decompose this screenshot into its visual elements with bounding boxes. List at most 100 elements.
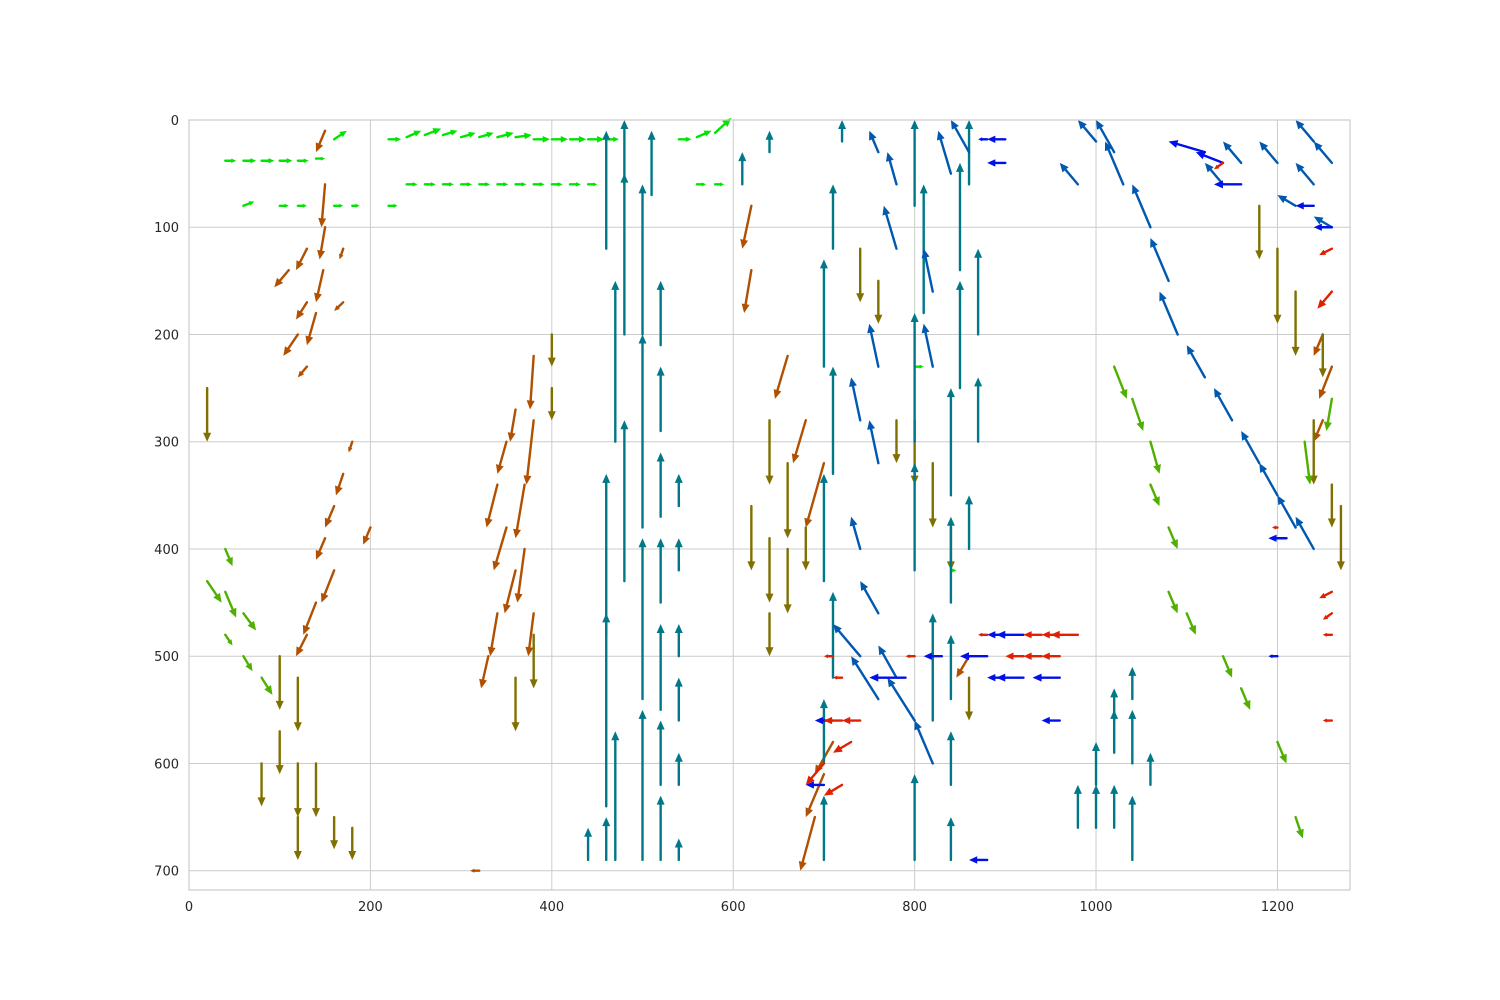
quiver-arrow (387, 136, 402, 142)
quiver-arrow (1295, 162, 1315, 186)
quiver-arrow (1168, 140, 1207, 154)
x-tick-label: 200 (358, 900, 383, 915)
x-tick-label: 400 (539, 900, 564, 915)
quiver-arrow (946, 634, 955, 701)
quiver-arrow (224, 547, 233, 567)
quiver-arrow (297, 365, 309, 378)
quiver-arrow (1112, 365, 1128, 399)
quiver-arrow (242, 201, 255, 207)
quiver-arrow (1294, 815, 1304, 839)
quiver-arrow (946, 731, 955, 787)
quiver-arrow (801, 526, 810, 571)
quiver-arrow (293, 815, 302, 860)
quiver-arrow (335, 472, 345, 496)
quiver-arrow (1318, 333, 1327, 378)
quiver-arrow (602, 473, 611, 636)
quiver-arrow (1128, 666, 1137, 701)
quiver-arrow (620, 120, 629, 186)
quiver-arrow (487, 612, 499, 657)
quiver-arrow (656, 452, 665, 518)
quiver-arrow (1323, 397, 1334, 432)
quiver-arrow (638, 538, 647, 701)
quiver-arrow (507, 408, 517, 442)
quiver-arrow (823, 716, 844, 725)
quiver-arrow (1023, 652, 1043, 660)
quiver-arrow (867, 323, 880, 368)
quiver-arrow (529, 633, 538, 689)
quiver-arrow (547, 333, 556, 367)
quiver-arrow (1213, 388, 1234, 422)
quiver-arrow (838, 120, 847, 143)
quiver-arrow (495, 440, 508, 474)
quiver-arrow (674, 752, 683, 787)
quiver-arrow (823, 783, 844, 796)
quiver-arrow (638, 184, 647, 336)
quiver-arrow (674, 838, 683, 862)
quiver-arrow (965, 120, 974, 186)
quiver-arrow (318, 183, 327, 228)
quiver-arrow (332, 203, 344, 208)
quiver-arrow (819, 699, 828, 765)
quiver-arrow (278, 203, 289, 208)
quiver-arrow (423, 128, 442, 137)
quiver-arrow (1167, 590, 1178, 614)
quiver-arrow (849, 377, 862, 422)
quiver-arrow (1059, 162, 1080, 186)
quiver-arrow (1131, 397, 1145, 432)
quiver-arrow (823, 654, 835, 659)
quiver-arrow (936, 130, 953, 175)
quiver-arrow (695, 130, 712, 139)
quiver-arrow (638, 334, 647, 529)
quiver-arrow (1319, 590, 1334, 599)
quiver-arrow (568, 135, 587, 143)
quiver-arrow (950, 120, 971, 154)
quiver-arrow (1132, 184, 1152, 229)
quiver-arrow (260, 676, 273, 695)
quiver-arrow (1295, 516, 1315, 551)
quiver-arrow (275, 655, 284, 710)
quiver-arrow (314, 156, 326, 161)
quiver-arrow (1073, 784, 1082, 829)
quiver-arrow (1277, 195, 1297, 207)
quiver-arrow (674, 624, 683, 658)
quiver-arrow (514, 132, 532, 140)
y-axis-ticks: 0 100 200 300 400 500 600 700 (154, 114, 179, 880)
quiver-arrow (274, 268, 290, 288)
x-tick-label: 1000 (1079, 900, 1112, 915)
quiver-arrow (260, 158, 275, 164)
quiver-arrow (886, 152, 898, 186)
quiver-arrow (203, 386, 212, 442)
quiver-arrow (1110, 688, 1119, 722)
y-tick-label: 200 (154, 328, 179, 343)
quiver-arrow (656, 538, 665, 604)
quiver-arrow (441, 129, 458, 137)
x-tick-label: 600 (721, 900, 746, 915)
quiver-arrow (773, 354, 789, 399)
quiver-arrow (656, 280, 665, 347)
quiver-arrow (602, 817, 611, 862)
quiver-arrow (315, 537, 327, 560)
quiver-arrow (1259, 141, 1279, 165)
quiver-arrow (224, 590, 237, 618)
quiver-arrow (946, 516, 955, 604)
quiver-arrow (568, 182, 581, 187)
quiver-arrow (511, 676, 520, 732)
quiver-arrow (1291, 290, 1300, 356)
quiver-arrow (867, 420, 880, 465)
quiver-arrow (1092, 742, 1101, 787)
quiver-arrow (1213, 180, 1243, 189)
quiver-arrow (586, 135, 605, 143)
quiver-arrow (1150, 237, 1170, 283)
quiver-arrow (478, 182, 491, 187)
quiver-arrow (550, 182, 563, 187)
quiver-arrow (819, 259, 828, 368)
quiver-arrow (296, 158, 309, 163)
y-tick-label: 300 (154, 436, 179, 451)
quiver-arrow (423, 182, 436, 187)
quiver-arrow (293, 676, 302, 732)
quiver-arrow (910, 313, 919, 443)
quiver-arrow (1317, 290, 1334, 309)
quiver-arrow (1128, 795, 1137, 862)
quiver-arrow (656, 366, 665, 433)
quiver-arrow (532, 135, 550, 143)
